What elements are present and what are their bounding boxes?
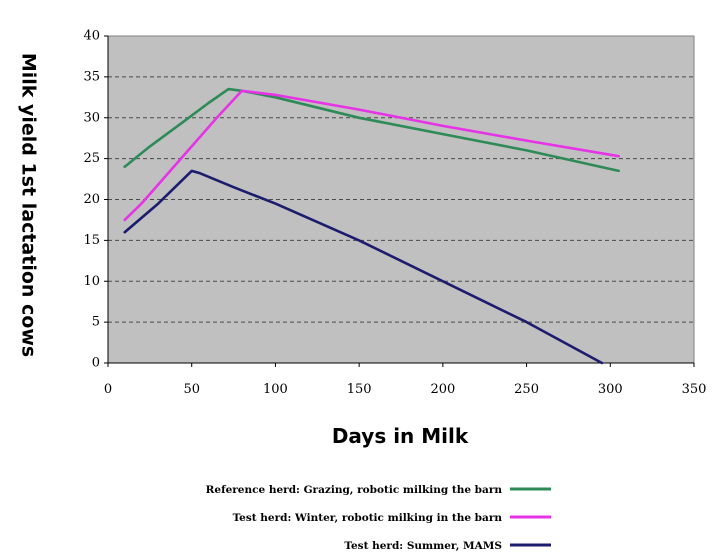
y-tick-label: 30: [83, 110, 100, 125]
x-tick-label: 200: [430, 382, 455, 397]
axes: [104, 35, 695, 367]
x-tick-label: 100: [263, 382, 288, 397]
legend: Reference herd: Grazing, robotic milking…: [206, 484, 551, 552]
x-axis-title: Days in Milk: [332, 424, 469, 448]
x-tick-label: 250: [514, 382, 539, 397]
tick-labels: 0 5 10 15 20 25 30 35 40 0 50 100 150 200 250 300 350: [83, 29, 706, 398]
y-axis-title: Milk yield 1st lactation cows: [18, 53, 40, 357]
legend-label-2: Test herd: Winter, robotic milking in th…: [233, 512, 503, 524]
legend-label-1: Reference herd: Grazing, robotic milking…: [206, 484, 503, 496]
series-lines: [123, 87, 621, 365]
y-tick-label: 10: [83, 274, 100, 289]
x-tick-label: 350: [682, 382, 707, 397]
series-line-3: [123, 169, 604, 365]
x-tick-label: 0: [104, 382, 112, 397]
plot-area: [107, 35, 695, 364]
x-tick-label: 50: [183, 382, 200, 397]
y-tick-label: 0: [92, 356, 100, 371]
y-tick-label: 25: [83, 151, 100, 166]
legend-label-3: Test herd: Summer, MAMS: [344, 540, 502, 552]
y-tick-label: 15: [83, 233, 100, 248]
x-tick-label: 300: [598, 382, 623, 397]
y-tick-label: 40: [83, 29, 100, 44]
series-line-2: [123, 89, 621, 222]
x-tick-label: 150: [347, 382, 372, 397]
y-tick-label: 20: [83, 192, 100, 207]
y-tick-label: 35: [83, 69, 100, 84]
y-tick-label: 5: [92, 315, 100, 330]
